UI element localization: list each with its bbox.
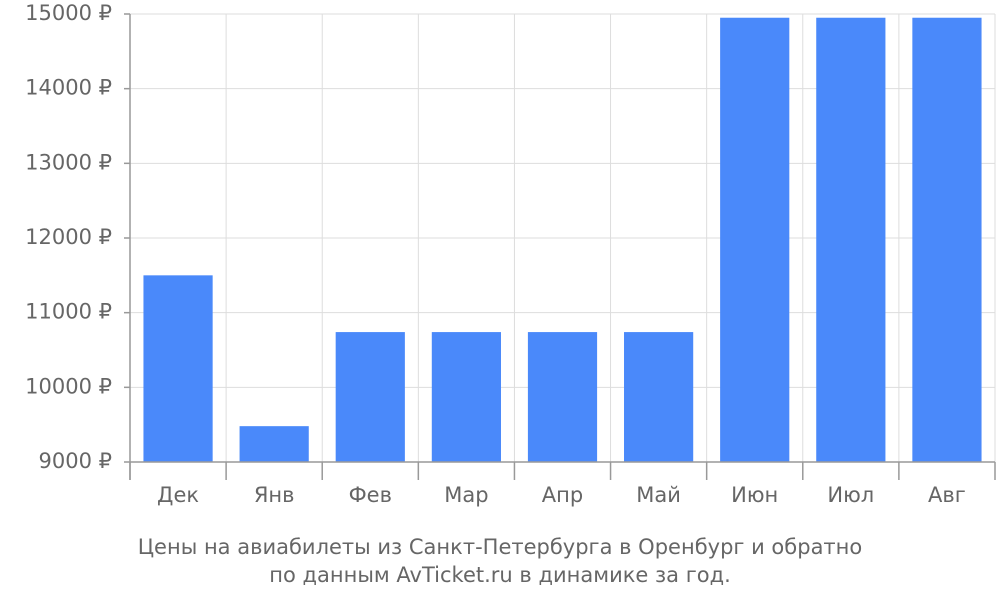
bar [912, 17, 982, 462]
y-tick-label: 15000 ₽ [25, 1, 112, 25]
x-tick-label: Май [636, 483, 681, 507]
y-tick-label: 12000 ₽ [25, 225, 112, 249]
bar [624, 332, 694, 462]
y-tick-label: 11000 ₽ [25, 300, 112, 324]
x-tick-label: Янв [254, 483, 295, 507]
x-tick-label: Авг [928, 483, 966, 507]
x-tick-label: Апр [542, 483, 583, 507]
bar [335, 332, 405, 462]
bar [527, 332, 598, 462]
bar [143, 275, 213, 462]
x-tick-label: Мар [444, 483, 488, 507]
x-tick-label: Июн [731, 483, 778, 507]
bar [239, 426, 309, 462]
bar [720, 17, 790, 462]
y-tick-label: 14000 ₽ [25, 76, 112, 100]
bar [431, 332, 501, 462]
x-tick-label: Дек [157, 483, 199, 507]
chart-subtitle: по данным AvTicket.ru в динамике за год. [269, 563, 731, 587]
x-tick-label: Июл [827, 483, 874, 507]
y-tick-label: 9000 ₽ [39, 449, 112, 473]
bar [816, 17, 886, 462]
x-tick-label: Фев [349, 483, 392, 507]
y-tick-label: 13000 ₽ [25, 150, 112, 174]
chart-title: Цены на авиабилеты из Санкт-Петербурга в… [138, 535, 863, 559]
y-tick-label: 10000 ₽ [25, 374, 112, 398]
